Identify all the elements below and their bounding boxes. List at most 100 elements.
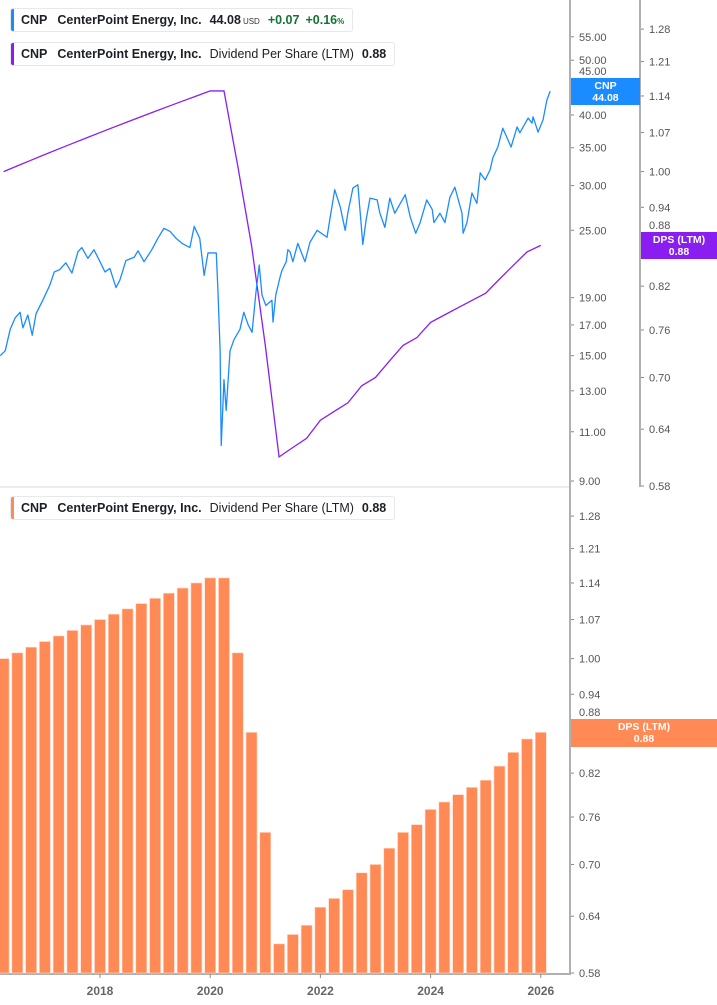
dps-bar <box>245 732 258 974</box>
price-tick-label: 40.00 <box>579 110 607 122</box>
dps-bar <box>273 943 285 974</box>
price-tag: CNP 44.08 <box>571 78 640 105</box>
x-tick-label: 2020 <box>197 984 224 998</box>
dps-bar <box>479 779 492 974</box>
legend-company: CenterPoint Energy, Inc. <box>57 13 202 27</box>
dps-bottom-tag-value: 0.88 <box>633 733 655 745</box>
dps-bar <box>383 847 396 974</box>
legend-change-pct: +0.16 <box>305 13 338 27</box>
series-color-marker <box>11 9 14 31</box>
bar-tick-label: 0.64 <box>579 911 600 923</box>
price-tick-label: 55.00 <box>579 32 607 44</box>
dps-bar <box>493 765 506 974</box>
x-tick-label: 2024 <box>417 984 444 998</box>
series-color-marker <box>11 497 14 519</box>
dps-bar <box>342 889 354 974</box>
dps-tick-label: 1.21 <box>649 57 670 69</box>
dps-bar <box>39 641 51 974</box>
bar-tick-label: 0.82 <box>579 768 600 780</box>
dps-bar <box>218 577 230 974</box>
legend-price: 44.08 <box>209 13 241 27</box>
dps-line <box>3 90 542 459</box>
dps-bar <box>80 624 93 974</box>
bar-tick-label: 1.28 <box>579 511 600 523</box>
price-tick-label: 17.00 <box>579 320 607 332</box>
dps-tick-label: 1.00 <box>649 167 670 179</box>
legend-value: 0.88 <box>361 47 387 61</box>
price-tag-label: CNP <box>594 80 617 92</box>
dps-bar <box>411 824 423 974</box>
price-tick-label: 11.00 <box>579 427 606 439</box>
x-tick-label: 2022 <box>307 984 334 998</box>
dps-bar <box>452 794 464 974</box>
dps-bar <box>94 619 106 974</box>
dps-top-tag: DPS (LTM) 0.88 <box>641 232 717 259</box>
dps-tick-label: 0.76 <box>649 325 670 337</box>
bar-tick-label: 0.88 <box>579 707 600 719</box>
price-line <box>0 90 551 447</box>
bar-tick-label: 0.76 <box>579 812 600 824</box>
dps-bottom-legend[interactable]: CNP CenterPoint Energy, Inc. Dividend Pe… <box>10 496 396 520</box>
dps-bar <box>0 658 10 974</box>
dps-bar <box>466 787 478 974</box>
price-tick-label: 13.00 <box>579 386 607 398</box>
x-tick-label: 2018 <box>87 984 114 998</box>
dps-tick-label: 0.58 <box>649 481 670 493</box>
x-tick-label: 2026 <box>527 984 554 998</box>
price-tick-label: 35.00 <box>579 143 607 155</box>
dps-bar <box>300 924 313 974</box>
legend-value: 0.88 <box>361 501 387 515</box>
legend-metric: Dividend Per Share (LTM) <box>209 501 354 515</box>
dps-bar <box>52 635 65 974</box>
dps-tick-label: 0.70 <box>649 372 670 384</box>
price-legend[interactable]: CNP CenterPoint Energy, Inc. 44.08 USD +… <box>10 8 354 32</box>
legend-ticker: CNP <box>21 13 48 27</box>
dps-bar <box>397 832 409 974</box>
dps-bar <box>287 934 299 974</box>
price-tag-value: 44.08 <box>592 92 619 104</box>
price-tick-label: 45.00 <box>579 66 607 78</box>
dps-tick-label: 0.64 <box>649 424 670 436</box>
price-tick-label: 30.00 <box>579 181 607 193</box>
dps-top-tag-value: 0.88 <box>668 246 690 258</box>
price-tick-label: 25.00 <box>579 225 607 237</box>
dps-bar <box>438 801 451 974</box>
dps-bar <box>369 864 382 974</box>
bar-tick-label: 1.14 <box>579 578 600 590</box>
bar-tick-label: 1.21 <box>579 544 600 556</box>
legend-company: CenterPoint Energy, Inc. <box>57 47 202 61</box>
dps-tick-label: 0.82 <box>649 281 670 293</box>
price-tick-label: 50.00 <box>579 55 607 67</box>
dps-bar <box>259 832 272 974</box>
dps-tick-label: 0.88 <box>649 220 670 232</box>
dps-bar <box>521 738 533 974</box>
series-color-marker <box>11 43 14 65</box>
dps-bar <box>190 582 203 974</box>
dps-bottom-tag-label: DPS (LTM) <box>617 721 671 733</box>
dps-bar <box>149 598 161 974</box>
bar-tick-label: 1.07 <box>579 615 600 627</box>
dps-top-legend[interactable]: CNP CenterPoint Energy, Inc. Dividend Pe… <box>10 42 396 66</box>
dps-bar <box>424 809 437 974</box>
dps-bottom-tag: DPS (LTM) 0.88 <box>571 719 717 747</box>
dps-bar <box>66 630 79 974</box>
dps-tick-label: 0.94 <box>649 202 670 214</box>
dps-bar <box>507 752 520 974</box>
price-tick-label: 9.00 <box>579 476 600 488</box>
dps-bar <box>176 587 189 974</box>
legend-currency: USD <box>242 17 260 26</box>
legend-pct-sign: % <box>337 17 345 26</box>
legend-ticker: CNP <box>21 47 48 61</box>
dps-tick-label: 1.28 <box>649 24 670 36</box>
dps-bar <box>231 652 244 974</box>
dps-top-tag-label: DPS (LTM) <box>652 234 706 246</box>
dps-bar <box>121 608 134 974</box>
dps-bar <box>314 906 327 974</box>
legend-company: CenterPoint Energy, Inc. <box>57 501 202 515</box>
dps-bar <box>328 898 340 974</box>
dps-bar <box>163 592 175 974</box>
dps-tick-label: 1.07 <box>649 128 670 140</box>
dps-bar <box>135 603 148 974</box>
price-tick-label: 15.00 <box>579 351 607 363</box>
dps-bar <box>25 646 37 974</box>
